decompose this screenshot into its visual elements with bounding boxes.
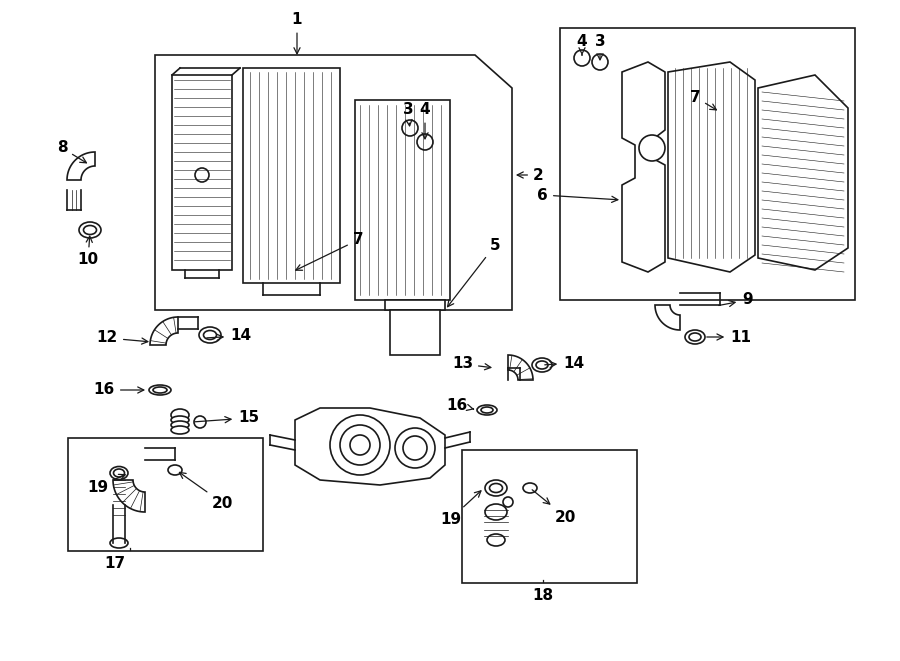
Polygon shape <box>758 75 848 270</box>
Text: 7: 7 <box>296 233 364 270</box>
Circle shape <box>403 436 427 460</box>
Circle shape <box>194 416 206 428</box>
Polygon shape <box>67 152 95 180</box>
Circle shape <box>195 168 209 182</box>
Ellipse shape <box>203 330 217 340</box>
Text: 4: 4 <box>419 102 430 139</box>
Polygon shape <box>622 62 665 272</box>
Ellipse shape <box>536 361 548 369</box>
Ellipse shape <box>477 405 497 415</box>
Text: 8: 8 <box>57 141 86 163</box>
Ellipse shape <box>490 483 502 492</box>
Text: 11: 11 <box>706 329 751 344</box>
Polygon shape <box>390 310 440 355</box>
Bar <box>68 438 263 551</box>
Text: 18: 18 <box>533 588 554 602</box>
Text: 15: 15 <box>194 410 259 426</box>
Text: 13: 13 <box>452 356 491 371</box>
Circle shape <box>340 425 380 465</box>
Text: 19: 19 <box>440 491 481 527</box>
Ellipse shape <box>500 453 520 467</box>
Circle shape <box>402 120 418 136</box>
Bar <box>462 450 637 583</box>
Ellipse shape <box>79 222 101 238</box>
Ellipse shape <box>113 469 124 477</box>
Circle shape <box>503 497 513 507</box>
Polygon shape <box>243 68 340 283</box>
Ellipse shape <box>500 468 520 478</box>
Ellipse shape <box>153 387 167 393</box>
Text: 3: 3 <box>402 102 413 126</box>
Ellipse shape <box>523 483 537 493</box>
Polygon shape <box>113 480 145 512</box>
Ellipse shape <box>171 416 189 424</box>
Ellipse shape <box>168 465 182 475</box>
Ellipse shape <box>485 480 507 496</box>
Text: 9: 9 <box>719 293 752 307</box>
Ellipse shape <box>84 225 96 235</box>
Ellipse shape <box>199 327 221 343</box>
Circle shape <box>395 428 435 468</box>
Text: 6: 6 <box>537 188 617 202</box>
Polygon shape <box>295 408 445 485</box>
Circle shape <box>574 50 590 66</box>
Text: 7: 7 <box>689 89 716 110</box>
Text: 3: 3 <box>595 34 606 60</box>
Text: 10: 10 <box>77 236 99 268</box>
Circle shape <box>417 134 433 150</box>
Text: 16: 16 <box>446 397 473 412</box>
Polygon shape <box>508 355 533 380</box>
Ellipse shape <box>689 333 701 341</box>
Ellipse shape <box>171 409 189 421</box>
Ellipse shape <box>171 426 189 434</box>
Polygon shape <box>385 300 445 310</box>
Circle shape <box>330 415 390 475</box>
Text: 14: 14 <box>207 329 251 344</box>
Text: 5: 5 <box>447 237 500 307</box>
Polygon shape <box>172 75 232 270</box>
Text: 12: 12 <box>97 330 148 346</box>
Bar <box>560 28 855 300</box>
Ellipse shape <box>171 421 189 429</box>
Text: 2: 2 <box>518 167 544 182</box>
Ellipse shape <box>500 458 520 468</box>
Circle shape <box>592 54 608 70</box>
Text: 19: 19 <box>87 475 125 494</box>
Ellipse shape <box>110 538 128 548</box>
Ellipse shape <box>685 330 705 344</box>
Text: 4: 4 <box>577 34 588 55</box>
Ellipse shape <box>485 504 507 520</box>
Ellipse shape <box>500 473 520 483</box>
Ellipse shape <box>487 534 505 546</box>
Polygon shape <box>668 62 755 272</box>
Polygon shape <box>355 100 450 300</box>
Text: 14: 14 <box>544 356 584 371</box>
Text: 20: 20 <box>532 490 576 524</box>
Circle shape <box>639 135 665 161</box>
Circle shape <box>350 435 370 455</box>
Ellipse shape <box>532 358 552 372</box>
Ellipse shape <box>149 385 171 395</box>
Text: 20: 20 <box>179 473 233 510</box>
Ellipse shape <box>481 407 493 413</box>
Polygon shape <box>655 305 680 330</box>
Ellipse shape <box>110 467 128 479</box>
Text: 16: 16 <box>94 383 144 397</box>
Ellipse shape <box>500 463 520 473</box>
Text: 17: 17 <box>104 555 126 570</box>
Text: 1: 1 <box>292 13 302 54</box>
Polygon shape <box>150 317 178 345</box>
